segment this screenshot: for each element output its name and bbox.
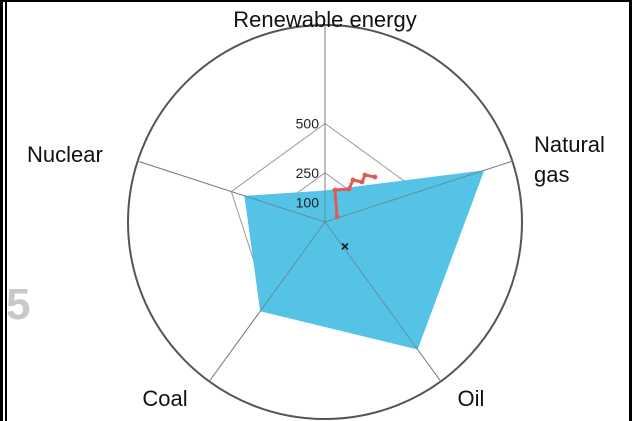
trail-point (362, 172, 368, 178)
trail-point (359, 179, 365, 185)
overlay-layer: × (137, 25, 513, 382)
trail-point (350, 177, 356, 183)
ring-label-100: 100 (296, 194, 320, 210)
spoke-overlay-coal (208, 221, 326, 382)
axis-label-line: gas (534, 162, 569, 187)
axis-label-line: Renewable energy (233, 7, 416, 32)
axis-label-renewable-energy: Renewable energy (233, 7, 416, 32)
top-border (0, 0, 632, 2)
trail-point (332, 187, 338, 193)
spoke-overlay-natural-gas (324, 160, 513, 223)
trail-point (334, 214, 340, 220)
axis-label-coal: Coal (142, 386, 187, 411)
series-area-1 (244, 170, 485, 350)
partial-digit: 5 (6, 280, 31, 329)
axis-label-line: Oil (458, 386, 485, 411)
left-border-outer (0, 0, 3, 421)
axis-label-nuclear: Nuclear (27, 142, 103, 167)
area-layer (243, 169, 485, 351)
axis-label-line: Natural (534, 132, 605, 157)
ring-label-500: 500 (296, 116, 320, 132)
spoke-overlay-nuclear (137, 160, 326, 223)
spoke-overlay-oil (324, 221, 442, 382)
ring-label-250: 250 (296, 165, 320, 181)
left-border-inner (5, 0, 7, 421)
axis-label-line: Nuclear (27, 142, 103, 167)
x-marker: × (341, 238, 349, 254)
axis-label-oil: Oil (458, 386, 485, 411)
label-layer: 100 250 500 Renewable energy Natural gas Oil Co… (27, 7, 605, 411)
trail-point (346, 186, 352, 192)
axis-label-natural-gas: Natural gas (534, 132, 605, 187)
right-border (629, 0, 632, 421)
axis-label-line: Coal (142, 386, 187, 411)
trail-point (372, 174, 378, 180)
